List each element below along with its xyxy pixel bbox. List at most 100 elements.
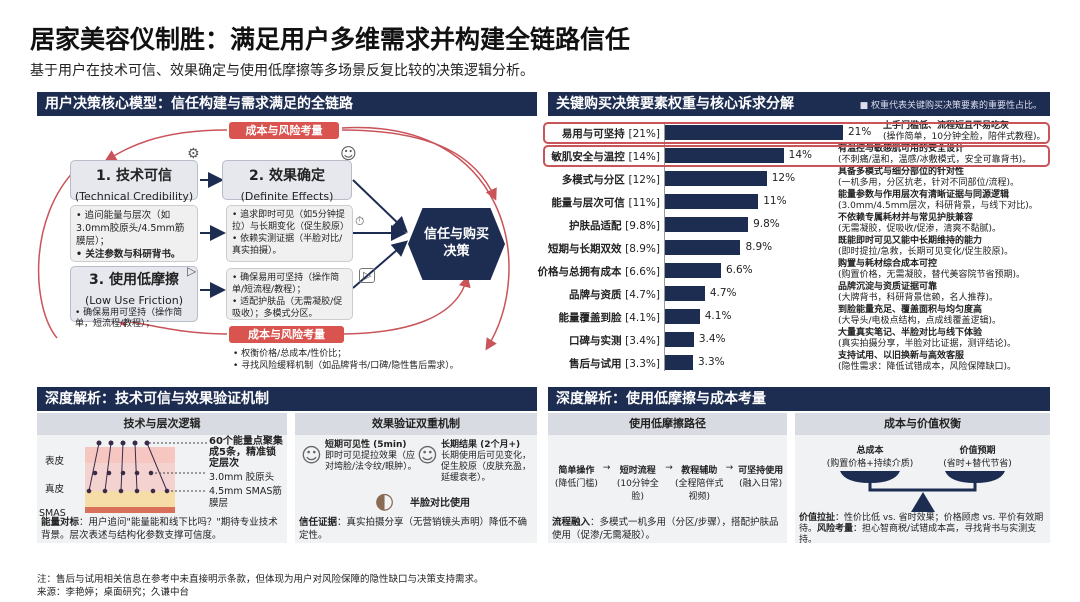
short-term: 短期可见性 (5min) 即时可见提拉效果（应对垮脸/法令纹/眼肿）。: [325, 440, 417, 473]
bar-description: 大量真实笔记、半脸对比与线下体验 (真实拍摄分享，半脸对比证据，测评结论)。: [838, 328, 1017, 349]
effect-panel: 效果验证双重机制 ☺ 短期可见性 (5min) 即时可见提拉效果（应对垮脸/法令纹…: [295, 413, 537, 543]
friction-header-text: 深度解析：使用低摩擦与成本考量: [556, 391, 766, 407]
bar: [665, 148, 784, 163]
bar-value-label: 4.7%: [709, 287, 737, 299]
friction-steps: 简单操作 (降低门槛) → 短时流程 (10分钟全脸) → 教程辅助 (全程陪伴式视频…: [552, 463, 786, 502]
weights-note: ■ 权重代表关键购买决策要素的重要性占比。: [859, 101, 1042, 111]
bar-value-label: 21%: [848, 126, 872, 138]
bar-label: 售后与试用 [3.3%]: [568, 358, 660, 370]
chart-axis: [664, 123, 665, 371]
box2-bullet1: • 追求即时可见（如5分钟提拉）与长期变化（促生胶原）: [232, 210, 350, 232]
tech-header-text: 深度解析：技术可信与效果验证机制: [45, 391, 269, 407]
model-header: 用户决策核心模型：信任构建与需求满足的全链路: [37, 92, 537, 116]
layer-epidermis: 表皮: [45, 456, 65, 467]
chart-row: 短期与长期双效 [8.9%] 8.9% 既能即时可见又能中长期维持的能力 (即时提…: [543, 236, 1053, 258]
half-face-icon: ◐: [375, 489, 395, 514]
layer-dermis: 真皮: [45, 484, 65, 495]
bar-label: 多模式与分区 [12%]: [561, 174, 660, 186]
value-title: 价值预期: [959, 446, 996, 456]
gear-hand-icon: ⚙: [187, 146, 200, 162]
chart-row: 售后与试用 [3.3%] 3.3% 支持试用、以旧换新与高效客服 (隐性需求：降低…: [543, 351, 1053, 373]
chart-row: 口碑与实测 [3.4%] 3.4% 大量真实笔记、半脸对比与线下体验 (真实拍摄分…: [543, 328, 1053, 350]
box3-title: 3. 使用低摩擦: [89, 272, 179, 288]
arrow-icon: →: [725, 463, 734, 473]
weights-header: 关键购买决策要素权重与核心诉求分解 ■ 权重代表关键购买决策要素的重要性占比。: [548, 92, 1050, 116]
page-subtitle: 基于用户在技术可信、效果确定与使用低摩擦等多场景反复比较的决策逻辑分析。: [30, 63, 534, 79]
chart-row: 多模式与分区 [12%] 12% 具备多模式与细分部位的针对性 (一机多用，分区抗…: [543, 167, 1053, 189]
cost-bullet1: • 权衡价格/总成本/性价比；: [233, 349, 347, 359]
chart-row: 护肤品适配 [9.8%] 9.8% 不依赖专属耗材并与常见护肤兼容 (无需凝胶，促…: [543, 213, 1053, 235]
layers-note-label: 能量对标: [41, 517, 80, 528]
bar-label: 能量覆盖到脸 [4.1%]: [558, 312, 660, 324]
bar-description: 到脸能量充足、覆盖面积与均匀度高 (大导头/电极点结构，点成线覆盖逻辑)。: [838, 305, 1002, 326]
bar: [665, 332, 694, 347]
bar: [665, 240, 741, 255]
step-2: 短时流程 (10分钟全脸): [616, 466, 659, 502]
total-cost-desc: (购置价格+持续介质): [826, 459, 914, 469]
bar: [665, 171, 767, 186]
box1-bullet2: • 关注参数与科研背书。: [76, 249, 181, 260]
effect-note-text: ：真实拍摄分享（无营销镜头声明）降低不确定性。: [299, 517, 528, 541]
bar: [665, 286, 705, 301]
friction-path-panel: 使用低摩擦路径 简单操作 (降低门槛) → 短时流程 (10分钟全脸) → 教程辅助…: [548, 413, 787, 543]
bar-description: 既能即时可见又能中长期维持的能力 (即时提拉/急救，长期可见变化/促生胶原)。: [838, 236, 1014, 257]
layers-note-text: ：用户追问"能量能和线下比吗？"期待专业技术背景。层次表述与结构化参数支撑可信度…: [41, 517, 278, 541]
play-circle-icon: ▷: [187, 264, 197, 278]
bar-description: 能量参数与作用层次有清晰证据与同源逻辑 (3.0mm/4.5mm层次，科研背景，与…: [838, 190, 1038, 211]
value-desc: (省时+替代节省): [943, 459, 1012, 469]
effect-note: 信任证据：真实拍摄分享（无营销镜头声明）降低不确定性。: [299, 516, 533, 542]
trust-purchase-hexagon: 信任与购买决策: [408, 208, 505, 280]
layers-panel: 技术与层次逻辑 表皮 真皮 SMAS 60个能量点聚集成5条，精准锁定层次 3.…: [37, 413, 287, 543]
friction-note-label: 流程融入: [552, 517, 591, 528]
face-icon: ☺: [340, 144, 357, 163]
arrow-icon: →: [602, 463, 611, 473]
tech-header: 深度解析：技术可信与效果验证机制: [37, 387, 537, 411]
step-3: 教程辅助 (全程陪伴式视频): [674, 466, 724, 502]
chart-row: 敏肌安全与温控 [14%] 14% 有温控与敏感肌可用的安全设计 (不刺痛/温和，…: [543, 144, 1053, 166]
cost-bullet2: • 寻找风险缓释机制（如品牌背书/口碑/隐性售后需求）。: [233, 361, 459, 371]
box1-body: • 追问能量与层次（如3.0mm胶原头/4.5mm筋膜层）； • 关注参数与科研背…: [70, 205, 198, 262]
value-expectation: 价值预期 (省时+替代节省): [930, 443, 1025, 469]
bar-description: 购置与耗材综合成本可控 (购置价格，无需凝胶，替代美容院节省预期)。: [838, 259, 1026, 280]
cost-value-title: 成本与价值权衡: [795, 413, 1050, 435]
bar-label: 敏肌安全与温控 [14%]: [551, 151, 660, 163]
short-term-title: 短期可见性 (5min): [325, 440, 407, 450]
cost-value-note: 价值拉扯：性价比低 vs. 省时效果；价格顾虑 vs. 平价有效期待。风险考量：…: [799, 513, 1044, 545]
box4-bullet1: • 确保易用可坚持（操作简单/短流程/教程）；: [232, 273, 340, 295]
long-term: 长期结果 (2个月+) 长期使用后可见变化，促生胶原（皮肤充盈，延缓衰老）。: [441, 440, 535, 484]
bar-description: 品牌沉淀与资质证据可靠 (大牌背书，科研背景信赖，名人推荐)。: [838, 282, 999, 303]
half-face-label: 半脸对比使用: [410, 498, 470, 509]
step-1: 简单操作 (降低门槛): [554, 466, 598, 489]
bar-value-label: 4.1%: [704, 310, 732, 322]
footer: 注：售后与试用相关信息在参考中未直接明示条款，但体现为用户对风险保障的隐性缺口与…: [37, 573, 484, 599]
chart-row: 能量覆盖到脸 [4.1%] 4.1% 到脸能量充足、覆盖面积与均匀度高 (大导头/…: [543, 305, 1053, 327]
box4-body: • 确保易用可坚持（操作简单/短流程/教程）； • 适配护肤品（无需凝胶/促吸收）…: [226, 268, 353, 320]
skin-layers-illustration: [85, 440, 207, 513]
bar-value-label: 12%: [771, 172, 796, 184]
total-cost-title: 总成本: [856, 446, 884, 456]
layer-smas: SMAS: [39, 508, 66, 519]
friction-note: 流程融入：多模式一机多用（分区/步骤），搭配护肤品使用（促渗/无需凝胶）。: [552, 516, 784, 542]
bar-value-label: 14%: [788, 149, 812, 161]
bar-label: 品牌与资质 [4.7%]: [568, 289, 660, 301]
bar: [665, 125, 843, 140]
box1-title: 1. 技术可信: [96, 168, 172, 184]
bar-value-label: 8.9%: [745, 241, 773, 253]
bar: [665, 355, 693, 370]
friction-header: 深度解析：使用低摩擦与成本考量: [548, 387, 1050, 411]
box1-bullet1: • 追问能量与层次（如3.0mm胶原头/4.5mm筋膜层）；: [76, 210, 185, 247]
highlight-outline: [543, 122, 1050, 144]
page-title: 居家美容仪制胜：满足用户多维需求并构建全链路信任: [30, 25, 631, 54]
timer-icon: ⏱: [355, 214, 365, 228]
face-icon-short: ☺: [301, 443, 322, 467]
chart-row: 品牌与资质 [4.7%] 4.7% 品牌沉淀与资质证据可靠 (大牌背书，科研背景信…: [543, 282, 1053, 304]
layers-title: 技术与层次逻辑: [37, 413, 287, 435]
decision-model-diagram: 成本与风险考量 1. 技术可信 (Technical Credibility) ⚙…: [37, 118, 537, 380]
bar-label: 价格与总拥有成本 [6.6%]: [537, 266, 660, 278]
chart-row: 易用与可坚持 [21%] 21% 上手门槛低、流程短且不易吃灰 (操作简单，10分…: [543, 121, 1053, 143]
weights-bar-chart: 易用与可坚持 [21%] 21% 上手门槛低、流程短且不易吃灰 (操作简单，10分…: [537, 121, 1053, 373]
bar-label: 能量与层次可信 [11%]: [551, 197, 660, 209]
annotation-3mm: 3.0mm 胶原头: [209, 472, 275, 483]
balance-scale-icon: [840, 471, 1005, 512]
chart-row: 价格与总拥有成本 [6.6%] 6.6% 购置与耗材综合成本可控 (购置价格，无需…: [537, 259, 1053, 281]
